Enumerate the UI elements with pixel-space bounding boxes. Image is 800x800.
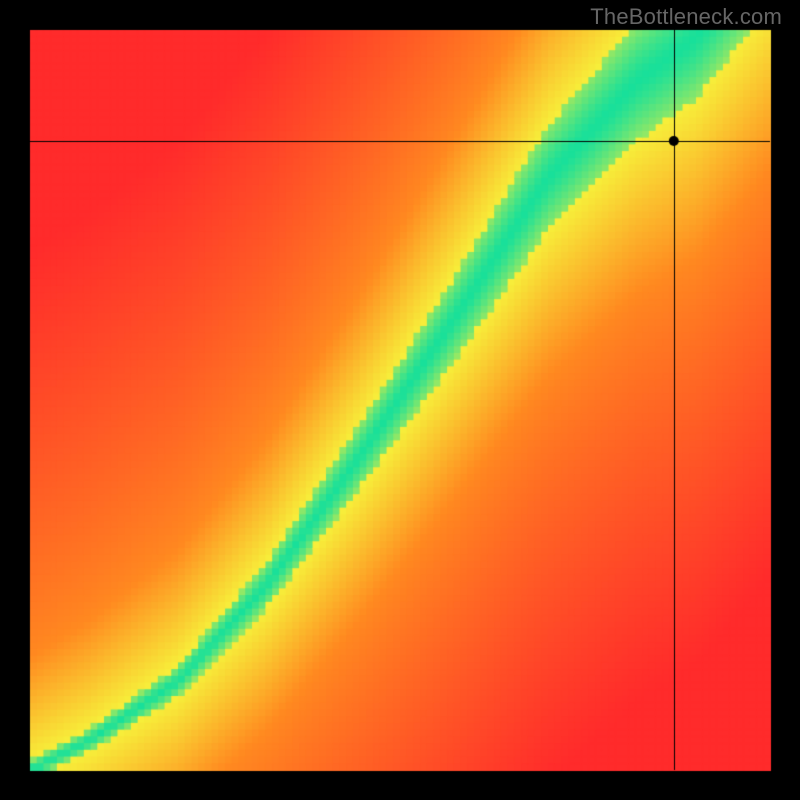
chart-container: TheBottleneck.com bbox=[0, 0, 800, 800]
watermark-text: TheBottleneck.com bbox=[590, 4, 782, 30]
bottleneck-heatmap bbox=[0, 0, 800, 800]
